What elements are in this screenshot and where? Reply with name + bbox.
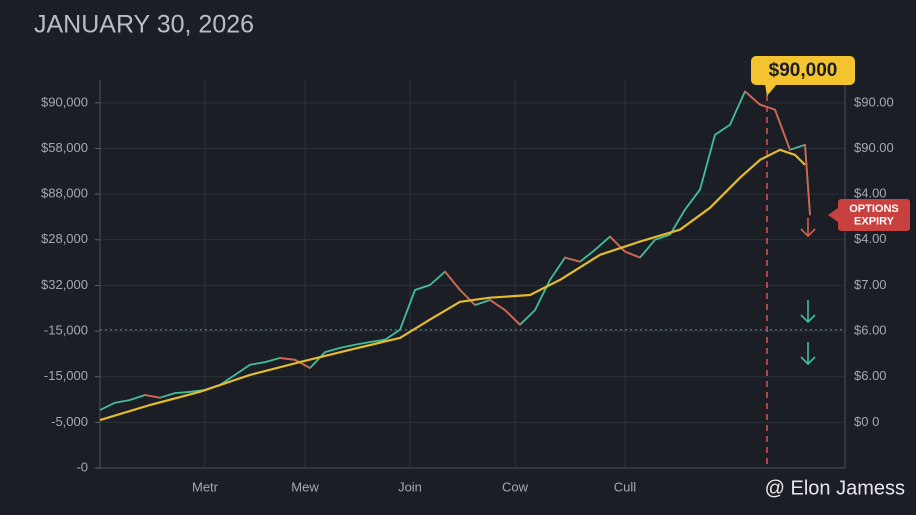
down-segment	[564, 256, 581, 263]
y2-tick-label: $6.00	[854, 322, 887, 337]
callout-box	[751, 56, 855, 85]
y-tick-label: $88,000	[41, 186, 88, 201]
down-segment	[279, 357, 296, 361]
down-segment	[624, 250, 641, 259]
x-tick-label: Cow	[502, 479, 529, 494]
y-tick-label: -0	[76, 459, 88, 474]
y2-tick-label: $6.00	[854, 368, 887, 383]
y2-tick-label: $0 0	[854, 414, 879, 429]
y-tick-label: $28,000	[41, 231, 88, 246]
callout-label: $90,000	[769, 60, 838, 81]
down-segment	[489, 299, 506, 311]
y-tick-label: $90,000	[41, 94, 88, 109]
x-tick-label: Mew	[291, 479, 319, 494]
callout-pointer	[765, 84, 777, 96]
x-tick-label: Join	[398, 479, 422, 494]
y2-tick-label: $90.00	[854, 140, 894, 155]
y-tick-label: $32,000	[41, 277, 88, 292]
arrow-icon	[800, 342, 816, 366]
y-tick-label: $58,000	[41, 140, 88, 155]
chart-title: JANUARY 30, 2026	[34, 11, 254, 39]
y2-tick-label: $4.00	[854, 231, 887, 246]
down-segment	[744, 90, 761, 106]
y-tick-label: -15,000	[44, 322, 88, 337]
series-line	[99, 148, 806, 422]
down-segment	[459, 289, 476, 306]
down-segment	[804, 143, 811, 216]
y2-tick-label: $90.00	[854, 94, 894, 109]
y2-tick-label: $4.00	[854, 186, 887, 201]
watermark: @ Elon Jamess	[765, 477, 905, 499]
y-tick-label: -5,000	[51, 414, 88, 429]
down-segment	[759, 103, 776, 111]
arrow-icon	[800, 300, 816, 324]
callout: $90,000	[751, 56, 855, 96]
callout-label: OPTIONS EXPIRY	[849, 203, 899, 228]
down-segment	[774, 108, 791, 151]
x-tick-label: Cull	[614, 479, 637, 494]
y-tick-label: -15,000	[44, 368, 88, 383]
y2-tick-label: $7.00	[854, 277, 887, 292]
x-tick-label: Metr	[192, 479, 219, 494]
arrow-icon	[800, 218, 816, 238]
down-segment	[504, 309, 521, 326]
callout-box	[838, 199, 910, 231]
down-segment	[144, 394, 161, 399]
down-segment	[444, 270, 461, 291]
callout-pointer	[828, 208, 838, 222]
down-segment	[609, 235, 626, 253]
callout: OPTIONS EXPIRY	[828, 199, 910, 231]
down-segment	[294, 358, 311, 369]
